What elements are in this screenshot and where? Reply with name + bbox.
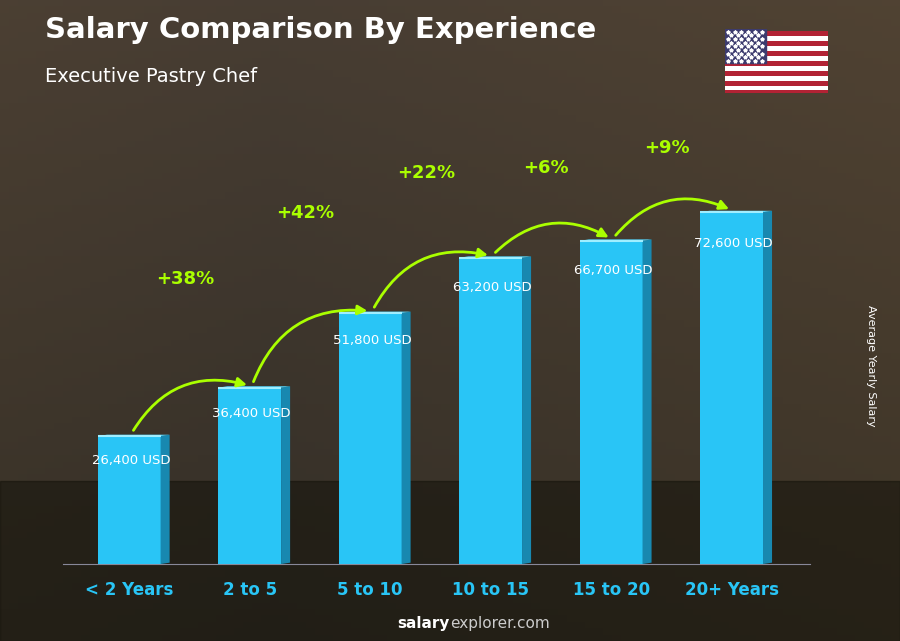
Polygon shape: [580, 239, 652, 241]
Text: Executive Pastry Chef: Executive Pastry Chef: [45, 67, 257, 87]
Bar: [724, 51, 828, 56]
Text: Salary Comparison By Experience: Salary Comparison By Experience: [45, 16, 596, 44]
Bar: [0, 481, 900, 641]
Polygon shape: [339, 313, 401, 564]
Text: +42%: +42%: [276, 204, 335, 222]
Bar: [724, 66, 828, 71]
Polygon shape: [98, 435, 169, 436]
Bar: [724, 90, 828, 96]
Bar: [724, 41, 828, 46]
Bar: [724, 76, 828, 81]
Polygon shape: [724, 29, 766, 63]
Bar: [724, 81, 828, 85]
Text: Average Yearly Salary: Average Yearly Salary: [866, 304, 877, 426]
Bar: [724, 31, 828, 37]
Polygon shape: [643, 239, 652, 564]
Text: 66,700 USD: 66,700 USD: [574, 265, 652, 278]
Text: 63,200 USD: 63,200 USD: [454, 281, 532, 294]
Polygon shape: [700, 212, 763, 564]
Text: +6%: +6%: [524, 159, 569, 177]
Bar: [724, 85, 828, 90]
Text: explorer.com: explorer.com: [450, 617, 550, 631]
Text: 72,600 USD: 72,600 USD: [694, 237, 773, 250]
Text: 51,800 USD: 51,800 USD: [333, 335, 411, 347]
Text: 36,400 USD: 36,400 USD: [212, 407, 291, 420]
Text: +38%: +38%: [156, 271, 214, 288]
Polygon shape: [459, 258, 522, 564]
Bar: [724, 61, 828, 66]
Polygon shape: [160, 435, 169, 564]
Polygon shape: [580, 241, 643, 564]
Bar: [724, 46, 828, 51]
Polygon shape: [219, 388, 281, 564]
Text: salary: salary: [398, 617, 450, 631]
Text: 26,400 USD: 26,400 USD: [92, 454, 170, 467]
Polygon shape: [219, 387, 290, 388]
Polygon shape: [763, 211, 772, 564]
Bar: [724, 37, 828, 41]
Text: +22%: +22%: [397, 164, 454, 182]
Text: +9%: +9%: [644, 138, 689, 156]
Polygon shape: [339, 312, 410, 313]
Polygon shape: [459, 256, 531, 258]
Polygon shape: [522, 256, 531, 564]
Polygon shape: [700, 211, 772, 212]
Bar: [724, 56, 828, 61]
Polygon shape: [98, 436, 160, 564]
Polygon shape: [401, 312, 410, 564]
Bar: [724, 71, 828, 76]
Polygon shape: [281, 387, 290, 564]
